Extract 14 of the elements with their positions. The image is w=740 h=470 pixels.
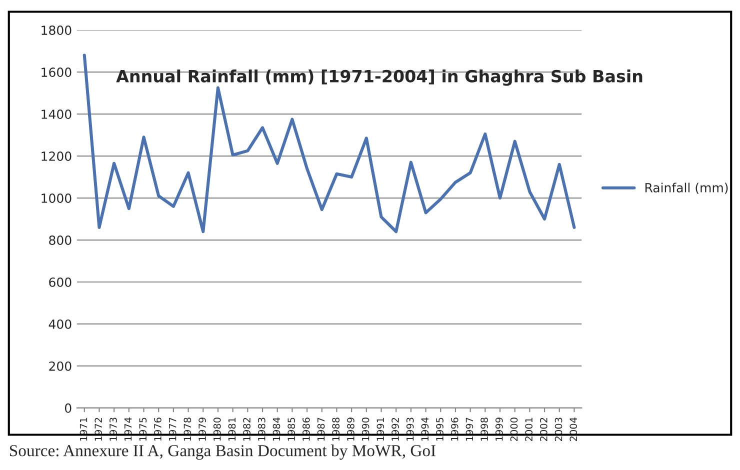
- y-tick-label: 800: [49, 235, 72, 245]
- y-tick-label: 1400: [42, 110, 72, 119]
- y-tick-label: 1200: [42, 152, 72, 161]
- y-tick-label: 600: [49, 277, 72, 287]
- legend-label: Rainfall (mm): [645, 182, 728, 194]
- x-tick-label: 1986: [302, 418, 310, 441]
- y-tick-label: 1000: [42, 194, 72, 203]
- y-tick-label: 0: [64, 403, 72, 413]
- source-note: Source: Annexure II A, Ganga Basin Document by MoWR, GoI: [10, 444, 436, 460]
- text: Annual Rainfall (mm) [1971-2004] in Ghaghra Sub Basin: [116, 70, 642, 86]
- y-tick-label: 1800: [42, 26, 72, 36]
- y-tick-label: 200: [49, 361, 72, 371]
- y-tick-label: 400: [48, 319, 72, 329]
- y-tick-label: 1600: [42, 68, 72, 77]
